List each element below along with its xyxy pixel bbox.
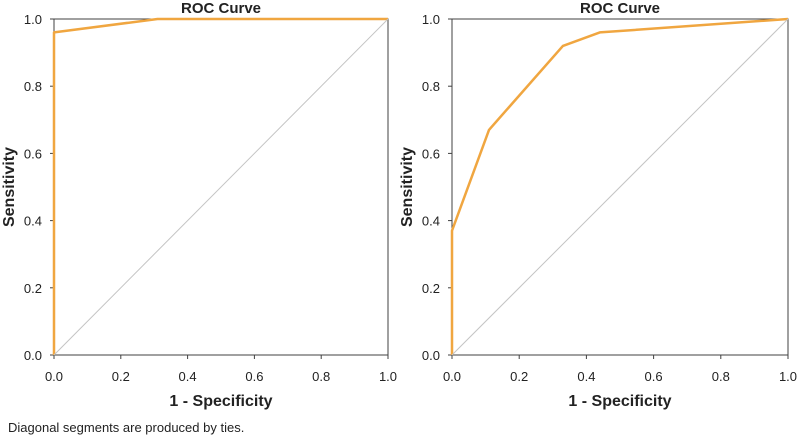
x-tick-label: 0.6 — [245, 369, 263, 384]
x-tick-label: 0.4 — [577, 369, 595, 384]
reference-diagonal-line — [451, 18, 789, 356]
y-tick-label: 1.0 — [24, 12, 42, 27]
x-tick-label: 1.0 — [779, 369, 797, 384]
y-tick-label: 0.0 — [24, 348, 42, 363]
x-tick-label: 0.8 — [312, 369, 330, 384]
x-tick-label: 0.2 — [510, 369, 528, 384]
x-tick-label: 0.4 — [179, 369, 197, 384]
roc-curve-line — [450, 17, 789, 355]
y-tick-label: 1.0 — [422, 12, 440, 27]
y-tick-label: 0.4 — [24, 214, 42, 229]
x-tick-label: 0.6 — [645, 369, 663, 384]
chart-2: ROC Curve 0.0 0.2 0.4 0.6 0.8 1.0 0.0 0.2 0.4 0.6 0… — [399, 0, 797, 410]
y-tick-label: 0.2 — [24, 281, 42, 296]
chart-title: ROC Curve — [181, 0, 261, 17]
chart-1: ROC Curve 0.0 0.2 0.4 0.6 0.8 1.0 0.0 0.2 0.4 0.6 0… — [1, 0, 397, 410]
y-tick-label: 0.2 — [422, 281, 440, 296]
x-tick-label: 1.0 — [379, 369, 397, 384]
y-axis-title: Sensitivity — [1, 147, 18, 227]
y-tick-label: 0.8 — [24, 79, 42, 94]
chart-title: ROC Curve — [580, 0, 660, 17]
plot-frame — [451, 18, 789, 356]
x-axis-title: 1 - Specificity — [568, 393, 671, 410]
x-tick-label: 0.0 — [45, 369, 63, 384]
footnote: Diagonal segments are produced by ties. — [8, 420, 245, 435]
x-tick-label: 0.0 — [443, 369, 461, 384]
reference-diagonal-line — [53, 18, 389, 356]
y-tick-label: 0.8 — [422, 79, 440, 94]
x-tick-label: 0.2 — [112, 369, 130, 384]
roc-curve-line — [52, 17, 388, 355]
x-axis-title: 1 - Specificity — [169, 393, 272, 410]
y-tick-label: 0.6 — [422, 146, 440, 161]
y-tick-label: 0.6 — [24, 146, 42, 161]
y-tick-label: 0.4 — [422, 214, 440, 229]
x-tick-label: 0.8 — [712, 369, 730, 384]
y-axis-title: Sensitivity — [399, 147, 416, 227]
y-tick-label: 0.0 — [422, 348, 440, 363]
